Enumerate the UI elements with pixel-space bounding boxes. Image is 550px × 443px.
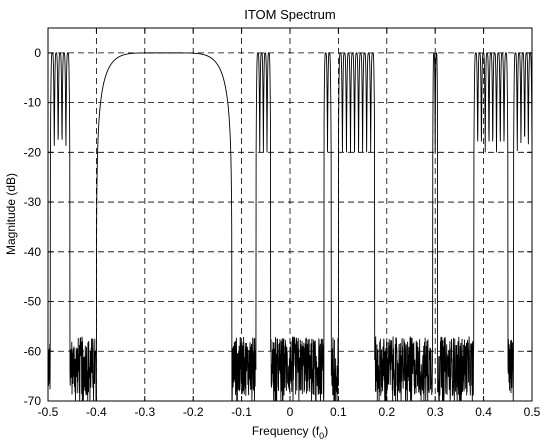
x-tick-label: -0.3	[134, 405, 155, 419]
x-tick-label: 0.1	[330, 405, 347, 419]
grid	[48, 28, 532, 401]
chart-title: ITOM Spectrum	[244, 7, 336, 22]
x-tick-label: -0.4	[86, 405, 107, 419]
y-tick-label: -50	[24, 295, 42, 309]
x-tick-label: -0.2	[183, 405, 204, 419]
x-tick-label: 0	[287, 405, 294, 419]
y-axis-ticks: 0 -10 -20 -30 -40 -50 -60 -70	[24, 46, 532, 408]
x-tick-label: 0.2	[378, 405, 395, 419]
spectrum-line	[47, 52, 533, 402]
x-axis-ticks: -0.5 -0.4 -0.3 -0.2 -0.1 0 0.1 0.2 0.3 0.4 0.5	[38, 28, 541, 419]
x-tick-label: -0.5	[38, 405, 59, 419]
y-tick-label: -10	[24, 96, 42, 110]
y-tick-label: -70	[24, 394, 42, 408]
y-tick-label: 0	[34, 46, 41, 60]
y-axis-label: Magnitude (dB)	[4, 173, 18, 255]
y-tick-label: -60	[24, 344, 42, 358]
y-tick-label: -30	[24, 195, 42, 209]
x-axis-label: Frequency (f0)	[252, 424, 328, 441]
x-tick-label: -0.1	[231, 405, 252, 419]
x-tick-label: 0.5	[524, 405, 541, 419]
x-tick-label: 0.3	[427, 405, 444, 419]
x-tick-label: 0.4	[475, 405, 492, 419]
y-tick-label: -20	[24, 145, 42, 159]
spectrum-curve-group	[47, 52, 533, 402]
y-tick-label: -40	[24, 245, 42, 259]
